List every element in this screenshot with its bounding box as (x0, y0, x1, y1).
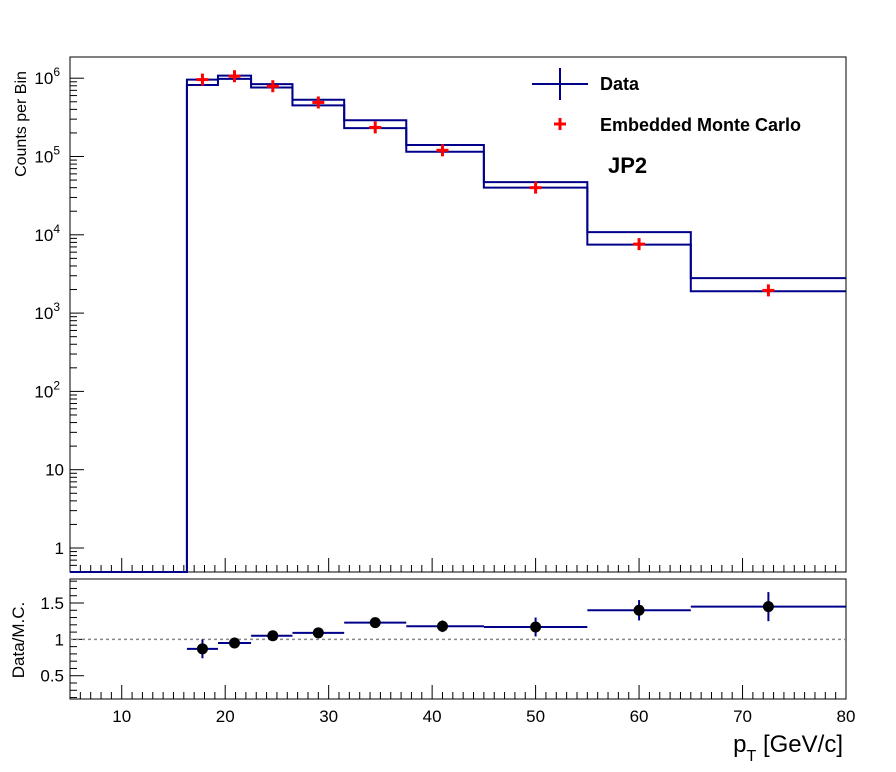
ratio-axis-ticks (69, 580, 847, 699)
x-tick-label: 30 (319, 707, 338, 726)
x-tick-label: 40 (423, 707, 442, 726)
x-tick-label: 80 (837, 707, 856, 726)
x-tick-label: 10 (112, 707, 131, 726)
tick-exponent: 5 (53, 144, 60, 158)
data-histogram (70, 74, 846, 573)
tick-base: 10 (34, 226, 53, 245)
ratio-point (530, 621, 542, 633)
tick-base: 10 (34, 148, 53, 167)
legend-data-label: Data (600, 74, 640, 94)
main-y-tick-label: 105 (34, 144, 60, 167)
ratio-y-tick-labels: 0.5 1 1.5 (40, 594, 64, 686)
main-axis-ticks (69, 77, 847, 573)
x-tick-label: 50 (526, 707, 545, 726)
ratio-point (267, 630, 279, 642)
ratio-y-axis-title: Data/M.C. (9, 602, 28, 679)
ratio-point (196, 643, 208, 655)
main-y-tick-label: 103 (34, 300, 60, 323)
ratio-point (229, 637, 241, 649)
main-y-tick-label: 102 (34, 378, 60, 401)
tick-exponent: 2 (53, 378, 60, 392)
ratio-panel: 0.5 1 1.5 10 20 30 40 50 60 70 80 Data/M.C. pT [G… (9, 578, 855, 765)
x-axis-title-units: [GeV/c] (756, 731, 843, 758)
ratio-y-tick-label: 1 (55, 630, 64, 649)
x-tick-label: 60 (630, 707, 649, 726)
ratio-point (369, 617, 381, 629)
mc-markers (196, 70, 775, 297)
tick-base: 10 (34, 304, 53, 323)
main-y-tick-label: 104 (34, 222, 60, 245)
tick-exponent: 6 (53, 65, 60, 79)
data-histogram-lower (70, 77, 846, 573)
legend: Data Embedded Monte Carlo (532, 68, 801, 135)
tick-exponent: 4 (53, 222, 60, 236)
x-tick-label: 70 (733, 707, 752, 726)
tick-exponent: 3 (53, 300, 60, 314)
x-tick-labels: 10 20 30 40 50 60 70 80 (112, 707, 855, 726)
main-y-axis-title: Counts per Bin (13, 71, 30, 177)
tick-base: 10 (34, 69, 53, 88)
main-y-tick-label: 10 (45, 461, 64, 480)
main-y-tick-label: 106 (34, 65, 60, 88)
main-y-tick-label: 1 (55, 539, 64, 558)
ratio-point (436, 620, 448, 632)
x-tick-label: 20 (216, 707, 235, 726)
legend-mc-label: Embedded Monte Carlo (600, 115, 801, 135)
x-axis-title-p: p (733, 731, 746, 758)
ratio-point (762, 601, 774, 613)
x-axis-title: pT [GeV/c] (733, 731, 843, 765)
ratio-y-tick-label: 0.5 (40, 667, 64, 686)
main-frame (69, 56, 847, 573)
ratio-points (186, 592, 846, 659)
ratio-point (633, 604, 645, 616)
ratio-point (312, 627, 324, 639)
x-axis-title-subscript: T (747, 748, 757, 765)
tick-base: 10 (34, 382, 53, 401)
ratio-y-tick-label: 1.5 (40, 594, 64, 613)
trigger-label: JP2 (608, 153, 647, 178)
